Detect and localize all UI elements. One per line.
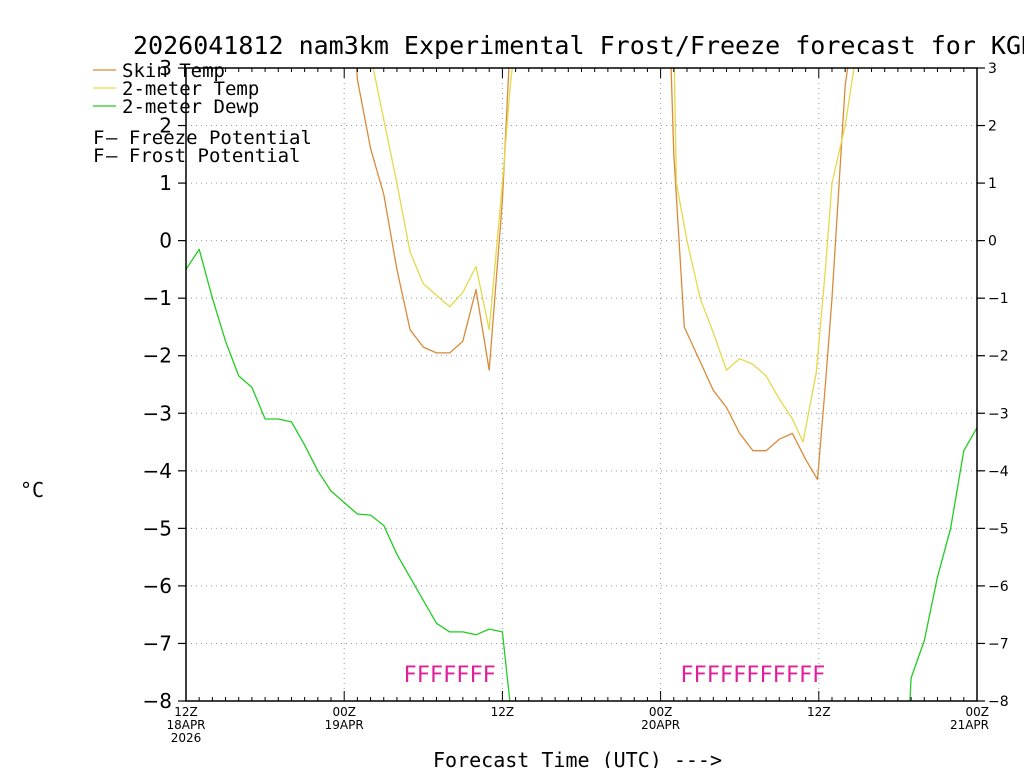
x-tick-label-time: 12Z xyxy=(174,705,198,719)
series-line-2-meter-temp xyxy=(372,68,513,331)
y-tick-label-left: −4 xyxy=(143,459,172,483)
y-tick-label-left: −8 xyxy=(143,689,172,713)
y-tick-label-left: −5 xyxy=(143,516,172,540)
y-tick-label-left: −7 xyxy=(143,631,172,655)
grid-lines xyxy=(185,68,977,701)
chart-title: 2026041812 nam3km Experimental Frost/Fre… xyxy=(133,31,1024,60)
x-tick-label-year: 2026 xyxy=(171,731,202,745)
x-tick-label-time: 00Z xyxy=(966,705,990,719)
y-tick-label-right: 3 xyxy=(988,61,997,77)
legend-entry: 2-meter Dewp xyxy=(122,96,259,118)
x-tick-label-date: 18APR xyxy=(166,718,205,732)
y-tick-label-right: −4 xyxy=(988,464,1009,480)
y-tick-label-right: −1 xyxy=(988,291,1009,307)
x-tick-label-time: 00Z xyxy=(649,705,673,719)
freeze-potential-marker: FFFFFFF xyxy=(404,663,496,688)
freeze-potential-marker: FFFFFFFFFFF xyxy=(680,663,825,688)
y-tick-label-left: −2 xyxy=(143,344,172,368)
y-tick-label-right: 0 xyxy=(988,234,997,250)
y-tick-label-left: −3 xyxy=(143,401,172,425)
y-axis-label: °C xyxy=(20,478,44,502)
y-tick-label-right: 2 xyxy=(988,119,997,135)
series-line-2-meter-temp xyxy=(673,68,855,443)
legend-entry: 2-meter Temp xyxy=(122,78,259,100)
y-tick-label-left: 2 xyxy=(159,114,172,138)
x-tick-label-time: 00Z xyxy=(332,705,356,719)
axis-ticks: 3 3 2 2 1 1 0 0 −1 −1 −2 −2 −3 −3 −4 −4 −5 −5 −6 −6 −7 −7 −8 −8… xyxy=(143,56,1009,745)
y-tick-label-left: 0 xyxy=(159,229,172,253)
y-tick-label-right: −5 xyxy=(988,521,1009,537)
series-line-2-meter-dewp xyxy=(186,248,511,701)
x-tick-label-date: 19APR xyxy=(325,718,364,732)
x-tick-label-time: 12Z xyxy=(807,705,831,719)
y-tick-label-right: −7 xyxy=(988,636,1009,652)
x-tick-label-date: 21APR xyxy=(950,718,989,732)
y-tick-label-right: −3 xyxy=(988,406,1009,422)
potential-label: – Frost Potential xyxy=(106,145,300,167)
series-group xyxy=(186,68,977,701)
potential-label: – Freeze Potential xyxy=(106,127,312,149)
potential-letter: F xyxy=(93,145,104,167)
freeze-markers: FFFFFFF FFFFFFFFFFF xyxy=(404,663,826,688)
potential-letter: F xyxy=(93,127,104,149)
y-tick-label-left: 3 xyxy=(159,56,172,80)
y-tick-label-right: 1 xyxy=(988,176,997,192)
y-tick-label-right: −8 xyxy=(988,694,1009,710)
series-line-skin-temp xyxy=(355,68,510,371)
y-tick-label-right: −6 xyxy=(988,579,1009,595)
y-tick-label-left: −6 xyxy=(143,574,172,598)
y-tick-label-left: 1 xyxy=(159,171,172,195)
legend-entry: Skin Temp xyxy=(122,60,225,82)
y-tick-label-left: −1 xyxy=(143,286,172,310)
series-line-2-meter-dewp xyxy=(909,427,977,701)
x-tick-label-date: 20APR xyxy=(641,718,680,732)
y-tick-label-right: −2 xyxy=(988,349,1009,365)
series-line-skin-temp xyxy=(670,68,849,481)
x-tick-label-time: 12Z xyxy=(491,705,515,719)
plot-frame xyxy=(185,67,978,702)
x-axis-label: Forecast Time (UTC) ---> xyxy=(433,748,722,768)
